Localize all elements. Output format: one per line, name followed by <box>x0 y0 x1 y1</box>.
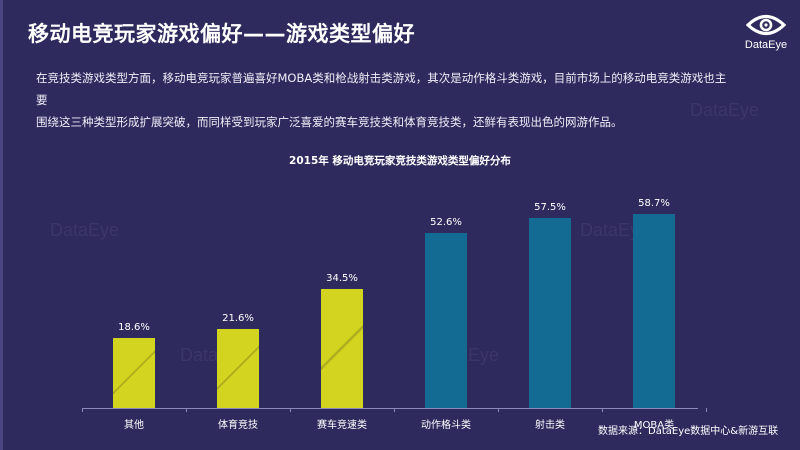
category-label: 赛车竞速类 <box>317 420 367 431</box>
x-axis <box>82 408 698 409</box>
eye-icon <box>746 14 786 36</box>
watermark: DataEye <box>50 220 120 240</box>
bar-4 <box>529 218 571 408</box>
x-axis-tick <box>498 408 499 412</box>
bar-value-label: 57.5% <box>534 202 566 213</box>
description-line-2: 围绕这三种类型形成扩展突破，而同样受到玩家广泛喜爱的赛车竞技类和体育竞技类，还鲜… <box>36 115 623 129</box>
bar-0 <box>113 338 155 408</box>
bar-value-label: 21.6% <box>222 313 254 324</box>
x-axis-tick <box>706 408 707 412</box>
bar-value-label: 34.5% <box>326 273 358 284</box>
bar-2 <box>321 289 363 408</box>
category-label: 体育竞技 <box>218 420 258 431</box>
watermark: DataEye <box>580 220 650 240</box>
bar-value-label: 52.6% <box>430 217 462 228</box>
watermark: DataEye <box>690 100 760 120</box>
logo-text: DataEye <box>744 39 788 51</box>
x-axis-tick <box>602 408 603 412</box>
bar-value-label: 18.6% <box>118 322 150 333</box>
description-line-1: 在竞技类游戏类型方面，移动电竞玩家普遍喜好MOBA类和枪战射击类游戏，其次是动作… <box>36 71 727 107</box>
category-label: MOBA类 <box>633 420 675 431</box>
data-source: 数据来源：DataEye数据中心&新游互联 <box>598 426 779 437</box>
bar-3 <box>425 233 467 408</box>
x-axis-tick <box>290 408 291 412</box>
category-label: 射击类 <box>535 420 565 431</box>
category-label: 动作格斗类 <box>421 420 471 431</box>
bar-5 <box>633 214 675 408</box>
dataeye-logo: DataEye <box>738 12 794 51</box>
chart-title: 2015年 移动电竞玩家竞技类游戏类型偏好分布 <box>289 155 511 167</box>
left-edge-strip <box>0 0 3 450</box>
x-axis-tick <box>82 408 83 412</box>
bar-1 <box>217 329 259 408</box>
x-axis-tick <box>186 408 187 412</box>
x-axis-tick <box>394 408 395 412</box>
bar-value-label: 58.7% <box>638 198 670 209</box>
page-title: 移动电竞玩家游戏偏好——游戏类型偏好 <box>28 22 415 46</box>
category-label: 其他 <box>124 420 144 431</box>
description: 在竞技类游戏类型方面，移动电竞玩家普遍喜好MOBA类和枪战射击类游戏，其次是动作… <box>36 67 736 133</box>
